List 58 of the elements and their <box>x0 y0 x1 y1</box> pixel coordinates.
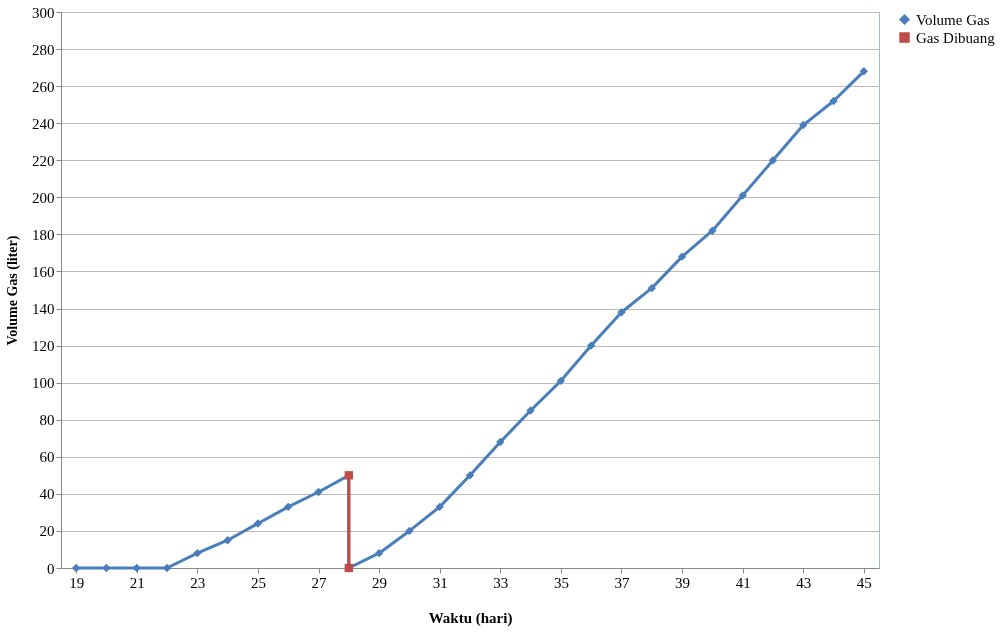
y-tick-label: 80 <box>39 412 55 429</box>
x-tick-label: 45 <box>856 574 872 591</box>
x-tick-label: 29 <box>372 574 388 591</box>
x-axis-title: Waktu (hari) <box>428 609 513 627</box>
point <box>829 96 838 106</box>
legend-label: Gas Dibuang <box>916 29 996 46</box>
point <box>405 526 414 536</box>
point <box>799 120 808 130</box>
y-tick-label: 200 <box>32 189 55 206</box>
point <box>859 67 869 76</box>
point <box>102 563 111 573</box>
point <box>647 283 656 293</box>
point <box>496 437 505 447</box>
x-tick-label: 25 <box>250 574 266 591</box>
y-tick-label: 120 <box>32 338 55 355</box>
y-tick-label: 280 <box>32 41 55 58</box>
y-tick-label: 260 <box>32 78 55 95</box>
x-tick-label: 43 <box>796 574 812 591</box>
point <box>193 548 202 558</box>
point <box>708 226 717 235</box>
point <box>738 191 747 200</box>
x-tick-label: 19 <box>69 574 85 591</box>
x-tick-label: 41 <box>735 574 751 591</box>
x-tick-label: 39 <box>675 574 691 591</box>
point <box>374 548 384 558</box>
x-tick-label: 23 <box>190 574 206 591</box>
y-tick-label: 100 <box>32 375 55 392</box>
x-tick-label: 31 <box>432 574 448 591</box>
point <box>132 563 141 573</box>
point <box>253 519 263 528</box>
point <box>314 487 323 497</box>
y-tick-label: 60 <box>39 449 55 466</box>
point <box>526 406 535 415</box>
y-tick-label: 180 <box>32 226 55 243</box>
point <box>617 308 626 317</box>
y-axis-title: Volume Gas (liter) <box>5 235 21 346</box>
y-tick-label: 240 <box>32 115 55 132</box>
legend-label: Volume Gas <box>916 11 990 28</box>
x-tick-label: 27 <box>311 574 328 591</box>
x-tick-label: 33 <box>493 574 509 591</box>
y-tick-label: 140 <box>32 301 55 318</box>
y-tick-label: 300 <box>32 4 55 21</box>
point <box>435 502 444 512</box>
y-tick-label: 220 <box>32 152 55 169</box>
point <box>284 502 293 512</box>
y-tick-label: 20 <box>39 523 55 540</box>
point <box>587 341 596 350</box>
y-tick-label: 0 <box>47 560 55 577</box>
point <box>768 156 778 165</box>
point <box>223 536 232 545</box>
y-tick-label: 160 <box>32 263 55 280</box>
x-tick-label: 37 <box>614 574 630 591</box>
x-tick-label: 35 <box>553 574 569 591</box>
y-tick-label: 40 <box>39 486 55 503</box>
point <box>677 252 687 261</box>
point <box>465 471 475 480</box>
x-tick-label: 21 <box>129 574 145 591</box>
point <box>556 376 566 385</box>
